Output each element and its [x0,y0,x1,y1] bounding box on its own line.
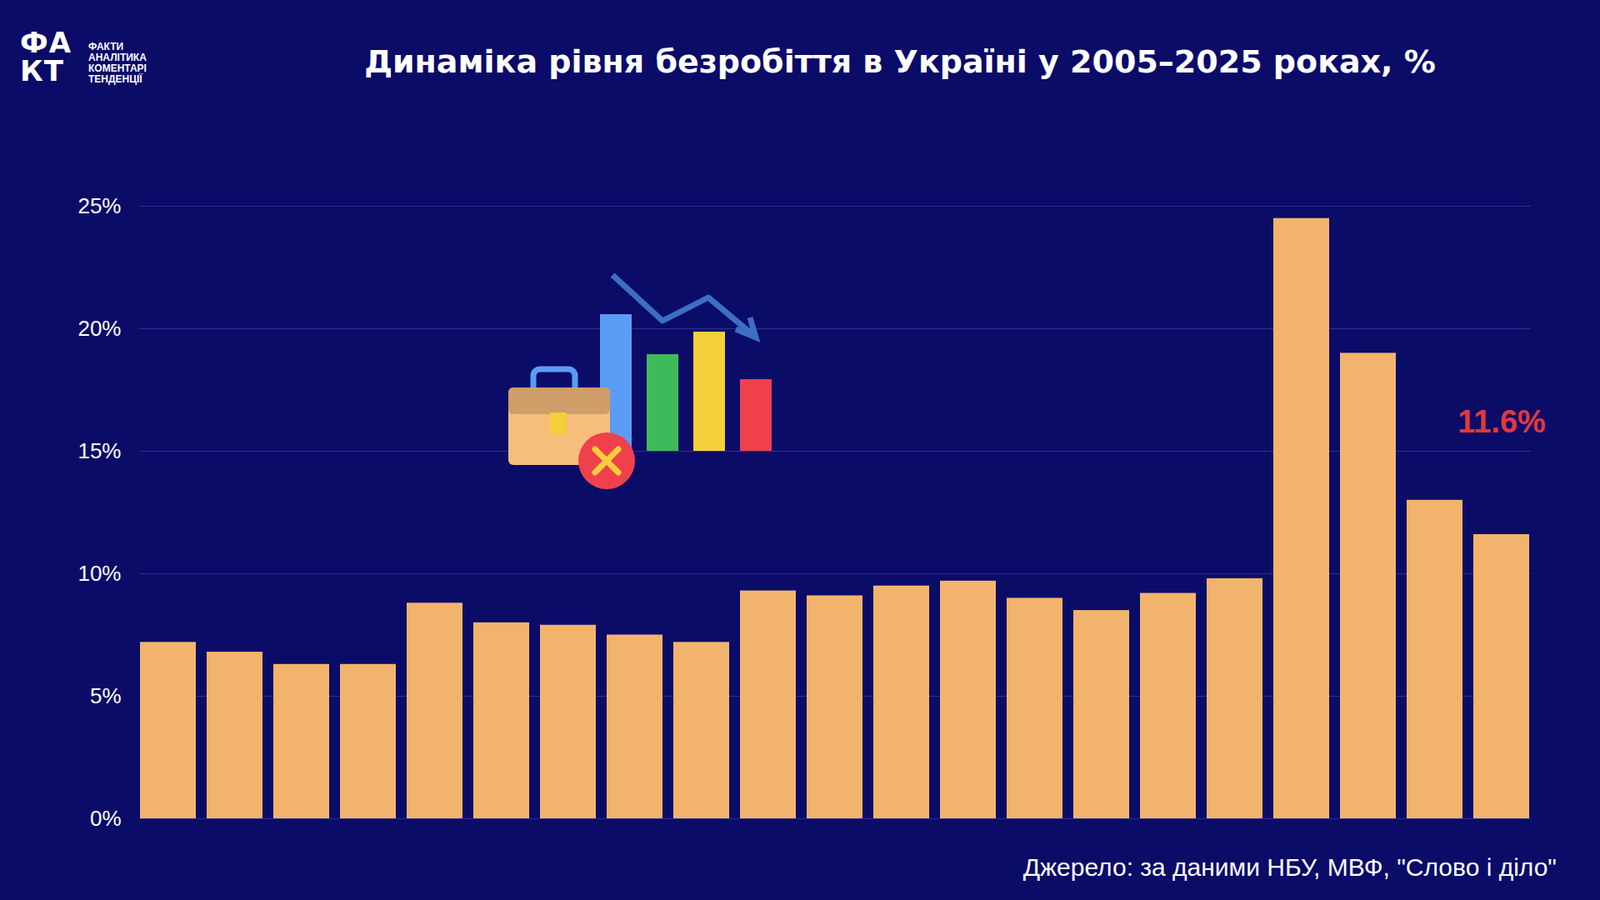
html-text:АНАЛІТИКА: АНАЛІТИКА [88,51,147,64]
html-text:КТ: КТ [20,54,65,88]
svg-text:5%: 5% [90,683,122,709]
svg-text:25%: 25% [77,193,121,219]
svg-text:10%: 10% [77,560,121,586]
html-text:ФА: ФА [20,25,72,60]
svg-text:20%: 20% [77,315,121,341]
html-text:ТЕНДЕНЦІЇ: ТЕНДЕНЦІЇ [88,73,143,85]
html-text:Динаміка рівня безробіття в Ук: Динаміка рівня безробіття в Україні у 20… [364,43,1436,80]
html-text:Джерело: за даними НБУ, МВФ, ": Джерело: за даними НБУ, МВФ, "Слово і ді… [1023,853,1557,881]
html-text:КОМЕНТАРІ: КОМЕНТАРІ [88,62,147,75]
svg-text:15%: 15% [77,438,121,464]
html-text:ФАКТИ: ФАКТИ [88,40,124,53]
svg-text:0%: 0% [90,805,122,831]
svg-text:11.6%: 11.6% [1457,404,1546,440]
